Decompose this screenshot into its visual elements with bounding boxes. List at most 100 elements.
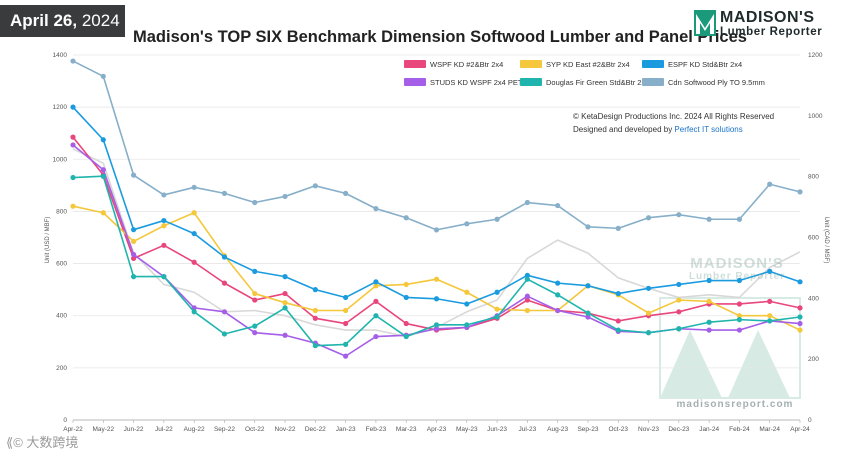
data-point[interactable] [524,293,530,299]
data-point[interactable] [403,281,409,288]
data-point[interactable] [433,322,440,328]
data-point[interactable] [343,190,349,196]
data-point[interactable] [403,320,409,327]
data-point[interactable] [191,230,197,237]
data-point[interactable] [373,333,379,340]
data-point[interactable] [343,353,349,359]
legend-swatch[interactable] [642,78,664,86]
data-point[interactable] [161,242,167,248]
data-point[interactable] [161,217,167,224]
legend-swatch[interactable] [404,78,426,86]
data-point[interactable] [433,276,440,282]
data-point[interactable] [191,309,197,315]
data-point[interactable] [615,318,621,324]
data-point[interactable] [645,310,652,316]
data-point[interactable] [767,298,773,304]
data-point[interactable] [736,216,743,222]
data-point[interactable] [373,279,379,285]
data-point[interactable] [433,296,440,302]
data-point[interactable] [282,332,288,338]
data-point[interactable] [433,227,440,233]
data-point[interactable] [343,294,349,301]
data-point[interactable] [70,203,76,209]
data-point[interactable] [706,319,712,325]
data-point[interactable] [524,297,530,303]
data-point[interactable] [312,183,318,189]
data-point[interactable] [494,216,500,222]
data-point[interactable] [433,326,440,332]
data-point[interactable] [130,227,137,233]
data-point[interactable] [403,294,409,301]
data-point[interactable] [130,172,137,178]
legend-swatch[interactable] [520,60,542,68]
data-point[interactable] [464,301,470,307]
data-point[interactable] [555,280,561,286]
designer-link[interactable]: Perfect IT solutions [674,125,743,134]
data-point[interactable] [797,327,803,333]
data-point[interactable] [70,174,76,181]
data-point[interactable] [524,272,530,278]
data-point[interactable] [130,238,137,245]
data-point[interactable] [736,327,743,333]
data-point[interactable] [555,202,561,209]
data-point[interactable] [100,173,106,179]
data-point[interactable] [282,305,288,311]
data-point[interactable] [252,268,258,274]
data-point[interactable] [706,277,712,284]
data-point[interactable] [464,289,470,295]
data-point[interactable] [70,142,76,148]
data-point[interactable] [373,206,379,212]
data-point[interactable] [282,300,288,306]
data-point[interactable] [736,301,743,307]
data-point[interactable] [706,327,712,333]
data-point[interactable] [797,279,803,285]
data-point[interactable] [645,285,652,291]
data-point[interactable] [100,73,106,79]
data-point[interactable] [797,314,803,320]
data-point[interactable] [221,309,228,315]
data-point[interactable] [464,221,470,227]
data-point[interactable] [736,277,743,284]
legend-swatch[interactable] [642,60,664,68]
data-point[interactable] [585,310,591,316]
data-point[interactable] [767,268,773,274]
data-point[interactable] [221,254,228,260]
legend-label[interactable]: Douglas Fir Green Std&Btr 2x4 [546,78,649,87]
legend-label[interactable]: WSPF KD #2&Btr 2x4 [430,60,503,69]
data-point[interactable] [645,215,652,221]
data-point[interactable] [615,327,621,333]
data-point[interactable] [221,280,228,286]
legend-label[interactable]: Cdn Softwood Ply TO 9.5mm [668,78,765,87]
data-point[interactable] [706,298,712,304]
data-point[interactable] [767,313,773,319]
data-point[interactable] [282,290,288,297]
data-point[interactable] [373,298,379,304]
data-point[interactable] [343,320,349,327]
data-point[interactable] [221,331,228,337]
data-point[interactable] [464,322,470,328]
data-point[interactable] [676,297,682,303]
data-point[interactable] [676,212,682,218]
data-point[interactable] [70,58,76,64]
data-point[interactable] [676,326,682,332]
data-point[interactable] [161,274,167,280]
data-point[interactable] [676,281,682,288]
data-point[interactable] [100,137,106,143]
data-point[interactable] [494,289,500,295]
data-point[interactable] [555,292,561,298]
data-point[interactable] [312,307,318,314]
data-point[interactable] [312,343,318,349]
data-point[interactable] [676,309,682,315]
data-point[interactable] [252,297,258,303]
data-point[interactable] [524,276,530,282]
data-point[interactable] [191,210,197,216]
data-point[interactable] [343,341,349,347]
data-point[interactable] [252,290,258,297]
data-point[interactable] [403,333,409,340]
data-point[interactable] [767,181,773,187]
data-point[interactable] [130,274,137,280]
data-point[interactable] [706,216,712,222]
data-point[interactable] [555,307,561,314]
data-point[interactable] [282,274,288,280]
data-point[interactable] [100,210,106,216]
